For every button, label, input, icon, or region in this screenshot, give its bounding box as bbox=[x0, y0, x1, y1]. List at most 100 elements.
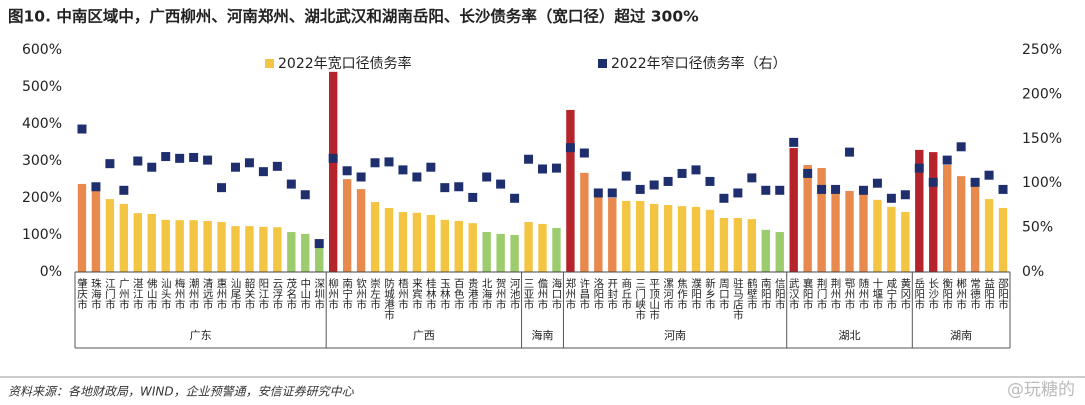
marker bbox=[217, 183, 227, 193]
y2-tick-label: 50% bbox=[1022, 220, 1053, 236]
bar bbox=[943, 165, 952, 272]
x-tick-label: 咸宁市 bbox=[885, 278, 897, 310]
x-tick-label: 襄阳市 bbox=[802, 277, 814, 310]
y-tick-label: 200% bbox=[22, 190, 62, 206]
legend-label: 2022年宽口径债务率 bbox=[278, 55, 412, 72]
marker bbox=[705, 176, 715, 186]
x-tick-label: 开封市 bbox=[606, 278, 618, 310]
marker bbox=[286, 179, 296, 189]
x-tick-label: 三门峡市 bbox=[634, 278, 646, 321]
x-tick-label: 长沙市 bbox=[927, 278, 939, 310]
marker bbox=[454, 182, 464, 192]
bar bbox=[398, 212, 408, 272]
marker bbox=[189, 152, 199, 162]
x-tick-label: 荆门市 bbox=[816, 277, 828, 310]
bar bbox=[328, 71, 338, 272]
marker bbox=[314, 239, 324, 249]
marker bbox=[370, 158, 380, 168]
marker bbox=[300, 190, 310, 200]
marker bbox=[789, 137, 799, 147]
bar bbox=[566, 109, 575, 272]
x-tick-label: 焦作市 bbox=[676, 277, 688, 310]
bar bbox=[691, 206, 701, 272]
bar bbox=[440, 219, 449, 272]
x-tick-label: 洛阳市 bbox=[592, 277, 604, 310]
bar bbox=[929, 152, 938, 272]
x-tick-label: 茂名市 bbox=[285, 277, 297, 310]
x-tick-label: 驻马店市 bbox=[732, 277, 744, 321]
bar bbox=[970, 185, 980, 272]
bar bbox=[454, 220, 463, 272]
marker bbox=[496, 179, 506, 189]
x-tick-label: 云浮市 bbox=[271, 278, 283, 310]
bar bbox=[984, 199, 994, 272]
x-tick-label: 来宾市 bbox=[411, 278, 423, 310]
bar bbox=[580, 172, 589, 272]
marker bbox=[942, 155, 952, 165]
x-tick-label: 潮州市 bbox=[188, 277, 200, 310]
group-label: 湖北 bbox=[839, 329, 861, 342]
y2-tick-label: 250% bbox=[1022, 42, 1062, 58]
bar bbox=[733, 217, 743, 272]
y-tick-label: 600% bbox=[22, 42, 62, 58]
bar bbox=[594, 196, 603, 272]
marker bbox=[426, 162, 436, 172]
bar bbox=[524, 222, 533, 272]
group-label: 河南 bbox=[664, 329, 686, 342]
group-label: 海南 bbox=[532, 328, 554, 342]
bar bbox=[482, 232, 491, 272]
marker bbox=[147, 162, 157, 172]
bar bbox=[873, 199, 882, 272]
marker bbox=[468, 192, 478, 202]
marker bbox=[119, 185, 129, 195]
marker bbox=[440, 183, 450, 193]
marker bbox=[831, 184, 841, 194]
legend-swatch bbox=[265, 59, 274, 68]
x-tick-label: 儋州市 bbox=[537, 277, 549, 310]
marker bbox=[538, 164, 547, 174]
source-note: 资料来源：各地财政局，WIND，企业预警通，安信证券研究中心 bbox=[8, 385, 355, 399]
x-tick-label: 鹤壁市 bbox=[746, 277, 758, 310]
x-tick-label: 钦州市 bbox=[355, 278, 367, 310]
x-tick-label: 梅州市 bbox=[174, 277, 186, 310]
marker bbox=[203, 155, 213, 165]
marker bbox=[175, 153, 185, 163]
bar bbox=[649, 203, 659, 272]
bar bbox=[901, 212, 910, 272]
marker bbox=[663, 176, 673, 186]
bar bbox=[677, 206, 687, 272]
bar bbox=[91, 189, 101, 272]
marker bbox=[886, 193, 896, 203]
y-tick-label: 100% bbox=[22, 227, 62, 243]
marker bbox=[872, 178, 882, 188]
x-tick-label: 湛江市 bbox=[132, 278, 144, 310]
bar bbox=[119, 203, 129, 272]
bar bbox=[287, 232, 296, 272]
bar bbox=[175, 220, 184, 272]
marker bbox=[970, 177, 980, 187]
bar bbox=[956, 176, 966, 272]
marker bbox=[900, 190, 910, 200]
marker bbox=[928, 177, 938, 187]
bar bbox=[273, 227, 282, 272]
x-tick-label: 惠州市 bbox=[216, 277, 228, 310]
x-tick-label: 肇庆市 bbox=[76, 277, 88, 310]
marker bbox=[384, 157, 394, 167]
marker bbox=[677, 168, 687, 178]
x-tick-label: 崇左市 bbox=[369, 278, 381, 310]
y2-tick-label: 0% bbox=[1022, 264, 1044, 280]
bar bbox=[719, 217, 729, 272]
bar bbox=[775, 232, 784, 272]
legend-label: 2022年窄口径债务率（右） bbox=[611, 55, 787, 72]
x-tick-label: 南阳市 bbox=[760, 277, 772, 310]
marker bbox=[510, 193, 520, 203]
x-tick-label: 濮阳市 bbox=[690, 277, 702, 310]
x-tick-label: 漯河市 bbox=[662, 278, 674, 310]
bar bbox=[761, 229, 770, 272]
chart-title: 图10. 中南区域中，广西柳州、河南郑州、湖北武汉和湖南岳阳、长沙债务率（宽口径… bbox=[8, 7, 699, 26]
bar bbox=[803, 165, 812, 272]
x-tick-label: 阳江市 bbox=[257, 278, 269, 310]
marker bbox=[733, 188, 743, 198]
bar bbox=[747, 219, 757, 272]
